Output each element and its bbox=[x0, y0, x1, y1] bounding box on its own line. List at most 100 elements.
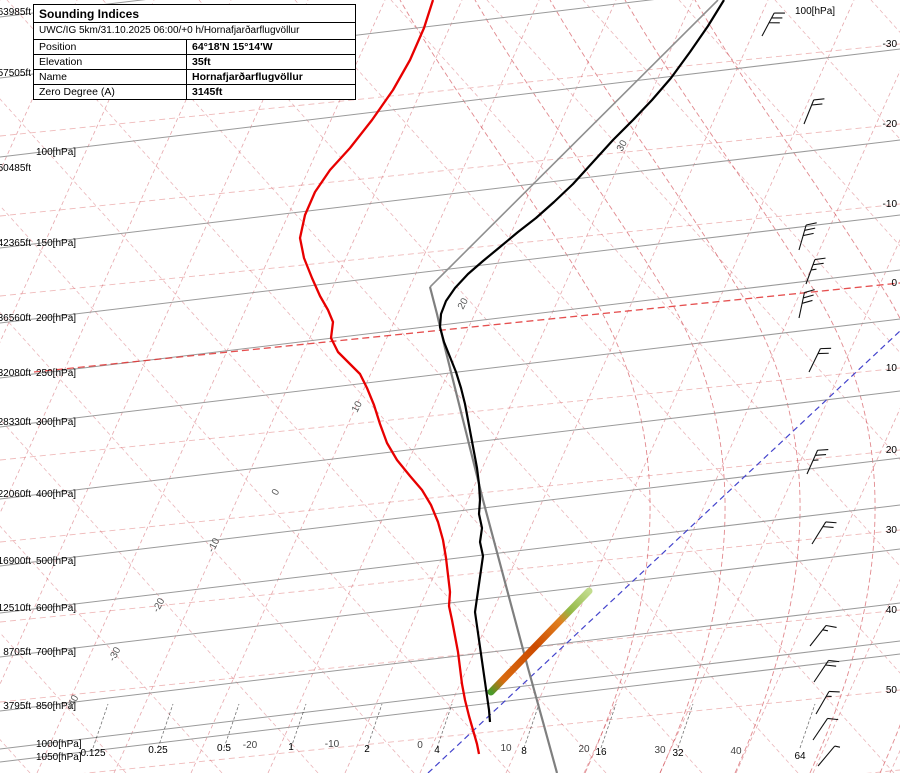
wind-barb bbox=[805, 257, 826, 285]
wind-barb bbox=[798, 289, 815, 319]
wind-barb bbox=[806, 448, 829, 475]
svg-text:42365ft: 42365ft bbox=[0, 238, 31, 249]
svg-text:36560ft: 36560ft bbox=[0, 313, 31, 324]
wind-barb bbox=[812, 717, 839, 741]
sounding-indices-table: Position 64°18'N 15°14'W Elevation 35ft … bbox=[34, 39, 355, 99]
svg-text:16: 16 bbox=[595, 747, 607, 758]
pressure-label-top-right: 100[hPa] bbox=[795, 6, 835, 17]
mixing-ratio-reference-line bbox=[427, 330, 900, 773]
svg-text:16900ft: 16900ft bbox=[0, 556, 31, 567]
svg-text:3795ft: 3795ft bbox=[3, 701, 31, 712]
svg-text:50: 50 bbox=[886, 685, 898, 696]
axis-bottom-mixing-labels: 0.125 0.25 0.5 1 2 4 8 16 32 64 bbox=[80, 742, 806, 762]
svg-text:30: 30 bbox=[886, 525, 898, 536]
svg-text:30: 30 bbox=[615, 138, 630, 153]
svg-text:250[hPa]: 250[hPa] bbox=[36, 368, 76, 379]
svg-text:1000[hPa]: 1000[hPa] bbox=[36, 739, 82, 750]
zero-degree-line bbox=[33, 282, 900, 373]
parcel-path-upper bbox=[429, 0, 719, 288]
svg-text:-20: -20 bbox=[883, 119, 898, 130]
svg-text:1: 1 bbox=[288, 742, 294, 753]
svg-text:30: 30 bbox=[654, 745, 666, 756]
svg-text:64: 64 bbox=[794, 751, 806, 762]
svg-text:32080ft: 32080ft bbox=[0, 368, 31, 379]
svg-text:-10: -10 bbox=[883, 199, 898, 210]
table-row-name: Name Hornafjarðarflugvöllur bbox=[34, 69, 355, 85]
parcel-highlight-segment bbox=[487, 587, 593, 696]
row-value: 3145ft bbox=[186, 84, 355, 99]
wind-barb bbox=[815, 690, 840, 715]
svg-text:10: 10 bbox=[500, 743, 512, 754]
wind-barb bbox=[761, 12, 785, 37]
dewpoint-curve bbox=[298, 0, 481, 755]
axis-altitude-labels: 63985ft 57505ft 50485ft 42365ft 36560ft 32080… bbox=[0, 7, 31, 712]
wind-barbs bbox=[761, 12, 841, 767]
row-value: 35ft bbox=[186, 54, 355, 70]
svg-text:8: 8 bbox=[521, 746, 527, 757]
svg-text:0.25: 0.25 bbox=[148, 745, 168, 756]
row-value: Hornafjarðarflugvöllur bbox=[186, 69, 355, 85]
svg-text:200[hPa]: 200[hPa] bbox=[36, 313, 76, 324]
svg-text:22060ft: 22060ft bbox=[0, 489, 31, 500]
svg-text:500[hPa]: 500[hPa] bbox=[36, 556, 76, 567]
axis-bottom-temperature-labels: -20 -10 0 10 20 30 40 bbox=[243, 739, 742, 757]
svg-text:20: 20 bbox=[456, 296, 471, 311]
svg-text:12510ft: 12510ft bbox=[0, 603, 31, 614]
svg-text:-30: -30 bbox=[883, 39, 898, 50]
grid-shallow-isotherms bbox=[0, 43, 900, 773]
svg-text:-20: -20 bbox=[151, 596, 168, 614]
table-row-position: Position 64°18'N 15°14'W bbox=[34, 39, 355, 55]
svg-text:850[hPa]: 850[hPa] bbox=[36, 701, 76, 712]
wind-barb bbox=[808, 347, 832, 373]
panel-subtitle: UWC/IG 5km/31.10.2025 06:00/+0 h/Hornafj… bbox=[39, 25, 300, 36]
panel-title: Sounding Indices bbox=[34, 5, 355, 23]
row-label: Zero Degree (A) bbox=[34, 84, 187, 99]
svg-text:10: 10 bbox=[350, 399, 365, 414]
axis-right-temperature-labels: -30 -20 -10 0 10 20 30 40 50 bbox=[883, 39, 898, 696]
grid-mixing-ratio-stubs bbox=[92, 703, 816, 749]
wind-barb bbox=[803, 98, 825, 125]
svg-text:100[hPa]: 100[hPa] bbox=[36, 147, 76, 158]
svg-text:40: 40 bbox=[886, 605, 898, 616]
svg-text:63985ft: 63985ft bbox=[0, 7, 31, 18]
svg-text:1050[hPa]: 1050[hPa] bbox=[36, 752, 82, 763]
svg-text:50485ft: 50485ft bbox=[0, 163, 31, 174]
svg-text:10: 10 bbox=[886, 363, 898, 374]
axis-pressure-labels: 100[hPa] 150[hPa] 200[hPa] 250[hPa] 300[hPa]… bbox=[36, 147, 82, 763]
svg-text:300[hPa]: 300[hPa] bbox=[36, 417, 76, 428]
svg-text:0: 0 bbox=[417, 740, 423, 751]
row-label: Position bbox=[34, 39, 187, 55]
svg-text:0.125: 0.125 bbox=[80, 748, 105, 759]
svg-text:400[hPa]: 400[hPa] bbox=[36, 489, 76, 500]
svg-text:700[hPa]: 700[hPa] bbox=[36, 647, 76, 658]
svg-text:28330ft: 28330ft bbox=[0, 417, 31, 428]
wind-barb bbox=[809, 624, 837, 647]
temperature-curve bbox=[438, 0, 725, 723]
svg-text:8705ft: 8705ft bbox=[3, 647, 31, 658]
svg-text:20: 20 bbox=[886, 445, 898, 456]
parcel-path-lower bbox=[428, 286, 559, 773]
row-label: Elevation bbox=[34, 54, 187, 70]
svg-text:600[hPa]: 600[hPa] bbox=[36, 603, 76, 614]
svg-text:40: 40 bbox=[730, 746, 742, 757]
row-label: Name bbox=[34, 69, 187, 85]
sounding-info-panel: Sounding Indices UWC/IG 5km/31.10.2025 0… bbox=[33, 4, 356, 100]
svg-text:20: 20 bbox=[578, 744, 590, 755]
table-row-zero-degree: Zero Degree (A) 3145ft bbox=[34, 84, 355, 99]
wind-barb bbox=[811, 521, 837, 545]
svg-text:-40: -40 bbox=[65, 693, 82, 711]
row-value: 64°18'N 15°14'W bbox=[186, 39, 355, 55]
svg-text:4: 4 bbox=[434, 745, 440, 756]
svg-text:57505ft: 57505ft bbox=[0, 68, 31, 79]
svg-text:0: 0 bbox=[270, 487, 283, 497]
svg-text:-10: -10 bbox=[206, 536, 223, 554]
wind-barb bbox=[817, 745, 841, 767]
svg-text:-10: -10 bbox=[325, 739, 340, 750]
svg-text:-20: -20 bbox=[243, 740, 258, 751]
table-row-elevation: Elevation 35ft bbox=[34, 54, 355, 70]
svg-text:2: 2 bbox=[364, 744, 370, 755]
